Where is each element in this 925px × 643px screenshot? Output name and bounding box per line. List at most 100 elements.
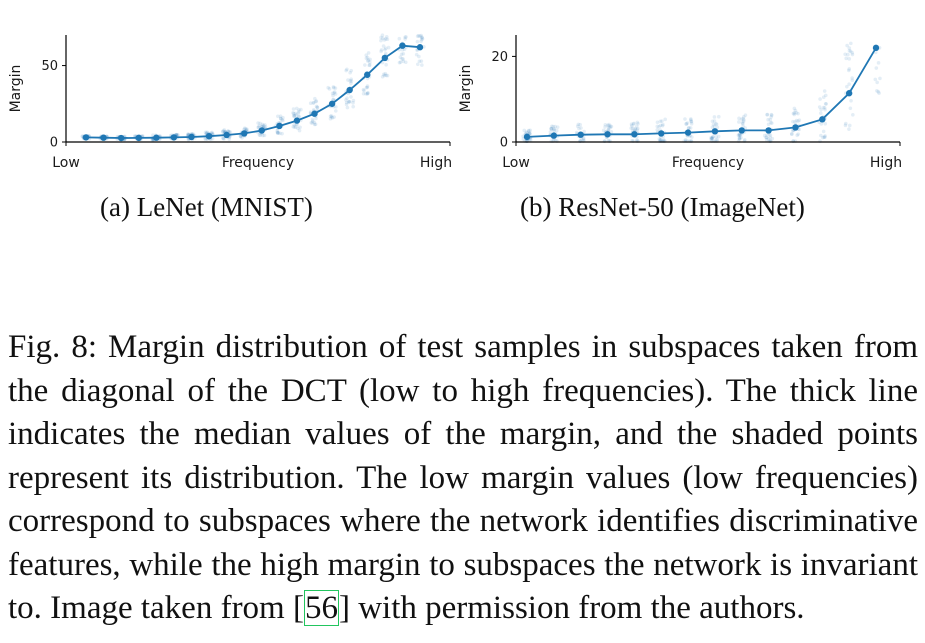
distribution-point [363, 63, 367, 67]
distribution-point [741, 119, 746, 124]
caption-text: Fig. 8: Margin distribution of test samp… [8, 329, 918, 626]
distribution-point [364, 85, 369, 90]
distribution-point [344, 102, 349, 107]
distribution-point [741, 124, 745, 129]
distribution-point [334, 105, 338, 109]
distribution-point [228, 130, 233, 134]
distribution-point [874, 66, 879, 70]
distribution-point [689, 119, 694, 124]
distribution-point [379, 49, 383, 54]
median-point [845, 90, 853, 97]
distribution-point [823, 107, 827, 112]
distribution-point [684, 121, 689, 126]
distribution-point [609, 124, 614, 129]
distribution-point [333, 86, 338, 90]
distribution-point [793, 120, 797, 124]
distribution-point [291, 111, 296, 116]
distribution-point [382, 38, 387, 42]
distribution-point [400, 57, 404, 61]
median-point [872, 44, 880, 52]
distribution-point [385, 37, 390, 42]
median-point [100, 134, 107, 141]
distribution-point [384, 34, 389, 39]
distribution-point [741, 121, 745, 126]
distribution-point [384, 37, 388, 41]
distribution-point [821, 95, 826, 100]
distribution-point [345, 96, 349, 101]
distribution-point [386, 45, 391, 50]
distribution-point [330, 115, 335, 120]
distribution-point [849, 41, 853, 46]
distribution-point [792, 106, 797, 111]
distribution-point [315, 105, 320, 110]
median-point [523, 133, 531, 141]
distribution-point [261, 123, 266, 128]
distribution-point [582, 129, 586, 134]
distribution-point [222, 136, 226, 141]
distribution-point [384, 51, 388, 56]
distribution-point [764, 137, 769, 142]
distribution-point [737, 136, 742, 140]
distribution-point [737, 136, 742, 141]
distribution-point [256, 125, 260, 130]
distribution-point [176, 133, 180, 138]
distribution-point [792, 111, 797, 115]
distribution-point [297, 128, 302, 133]
distribution-point [368, 57, 372, 62]
distribution-point [818, 111, 823, 115]
distribution-point [210, 130, 214, 135]
distribution-point [365, 85, 370, 90]
distribution-point [351, 104, 356, 109]
distribution-point [292, 125, 297, 129]
distribution-point [710, 136, 714, 140]
distribution-point [401, 59, 406, 64]
distribution-point [365, 92, 370, 96]
distribution-point [415, 34, 420, 38]
figure: 0 50 Low High Frequency Margin 0 20 Low High Freq… [8, 33, 902, 171]
distribution-point [365, 59, 370, 63]
distribution-point [847, 48, 852, 53]
distribution-point [280, 131, 284, 136]
distribution-point [292, 113, 297, 118]
distribution-point [791, 119, 795, 124]
distribution-point [220, 129, 225, 134]
distribution-point [262, 124, 266, 129]
x-tick-label-high: High [420, 155, 452, 171]
distribution-point [278, 116, 283, 121]
distribution-point [384, 73, 388, 78]
x-axis-label: Frequency [222, 155, 294, 171]
distribution-point [709, 137, 713, 142]
y-axis-label: Margin [458, 65, 474, 113]
distribution-point [818, 97, 822, 101]
distribution-point [742, 138, 747, 142]
distribution-point [364, 53, 369, 58]
distribution-point [607, 124, 611, 128]
distribution-point [414, 52, 419, 57]
distribution-point [847, 127, 851, 131]
distribution-point [688, 126, 693, 130]
distribution-point [379, 48, 384, 52]
distribution-point [349, 81, 353, 85]
distribution-point [764, 135, 768, 140]
distribution-point [227, 137, 232, 141]
distribution-point [310, 117, 315, 122]
distribution-point [345, 67, 349, 72]
distribution-point [365, 55, 370, 60]
distribution-point [635, 128, 639, 132]
distribution-point [528, 128, 533, 133]
distribution-point [380, 75, 385, 79]
distribution-point [291, 107, 296, 111]
distribution-point [579, 126, 583, 130]
distribution-point [278, 131, 282, 136]
distribution-point [716, 114, 721, 119]
distribution-point [850, 76, 854, 80]
distribution-point [689, 119, 694, 124]
distribution-point [308, 101, 313, 105]
distribution-point [683, 137, 688, 142]
distribution-point [399, 52, 404, 57]
citation-link-56[interactable]: 56 [303, 590, 339, 626]
distribution-point [797, 118, 802, 123]
distribution-point [821, 135, 825, 140]
distribution-point [823, 135, 827, 139]
distribution-point [603, 122, 608, 127]
